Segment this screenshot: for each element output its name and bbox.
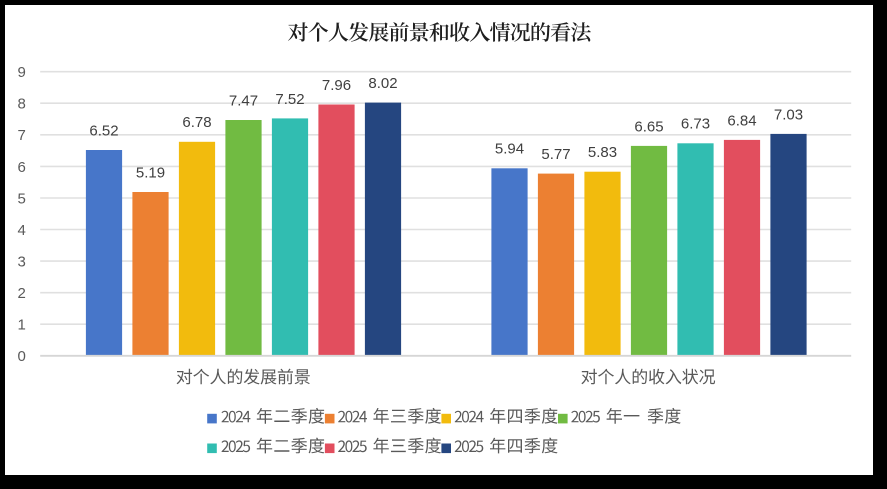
svg-text:8: 8 [17,96,25,113]
svg-text:6.73: 6.73 [681,116,710,133]
svg-text:6.65: 6.65 [634,118,663,135]
svg-text:7.52: 7.52 [275,91,304,108]
svg-text:1: 1 [17,317,25,334]
svg-text:4: 4 [17,222,25,239]
svg-text:7.03: 7.03 [774,106,803,123]
svg-text:9: 9 [17,64,25,81]
svg-text:6.84: 6.84 [727,112,756,129]
svg-text:5.19: 5.19 [136,164,165,181]
svg-text:7.47: 7.47 [229,92,258,109]
svg-text:5.77: 5.77 [541,146,570,163]
svg-text:0: 0 [17,348,25,365]
svg-text:6.52: 6.52 [89,122,118,139]
svg-text:6: 6 [17,159,25,176]
svg-text:2: 2 [17,285,25,302]
svg-text:7: 7 [17,127,25,144]
svg-text:7.96: 7.96 [322,77,351,94]
svg-text:8.02: 8.02 [368,75,397,92]
svg-text:5.83: 5.83 [588,144,617,161]
svg-text:5.94: 5.94 [495,141,524,158]
svg-text:6.78: 6.78 [182,114,211,131]
svg-text:3: 3 [17,254,25,271]
svg-text:5: 5 [17,190,25,207]
